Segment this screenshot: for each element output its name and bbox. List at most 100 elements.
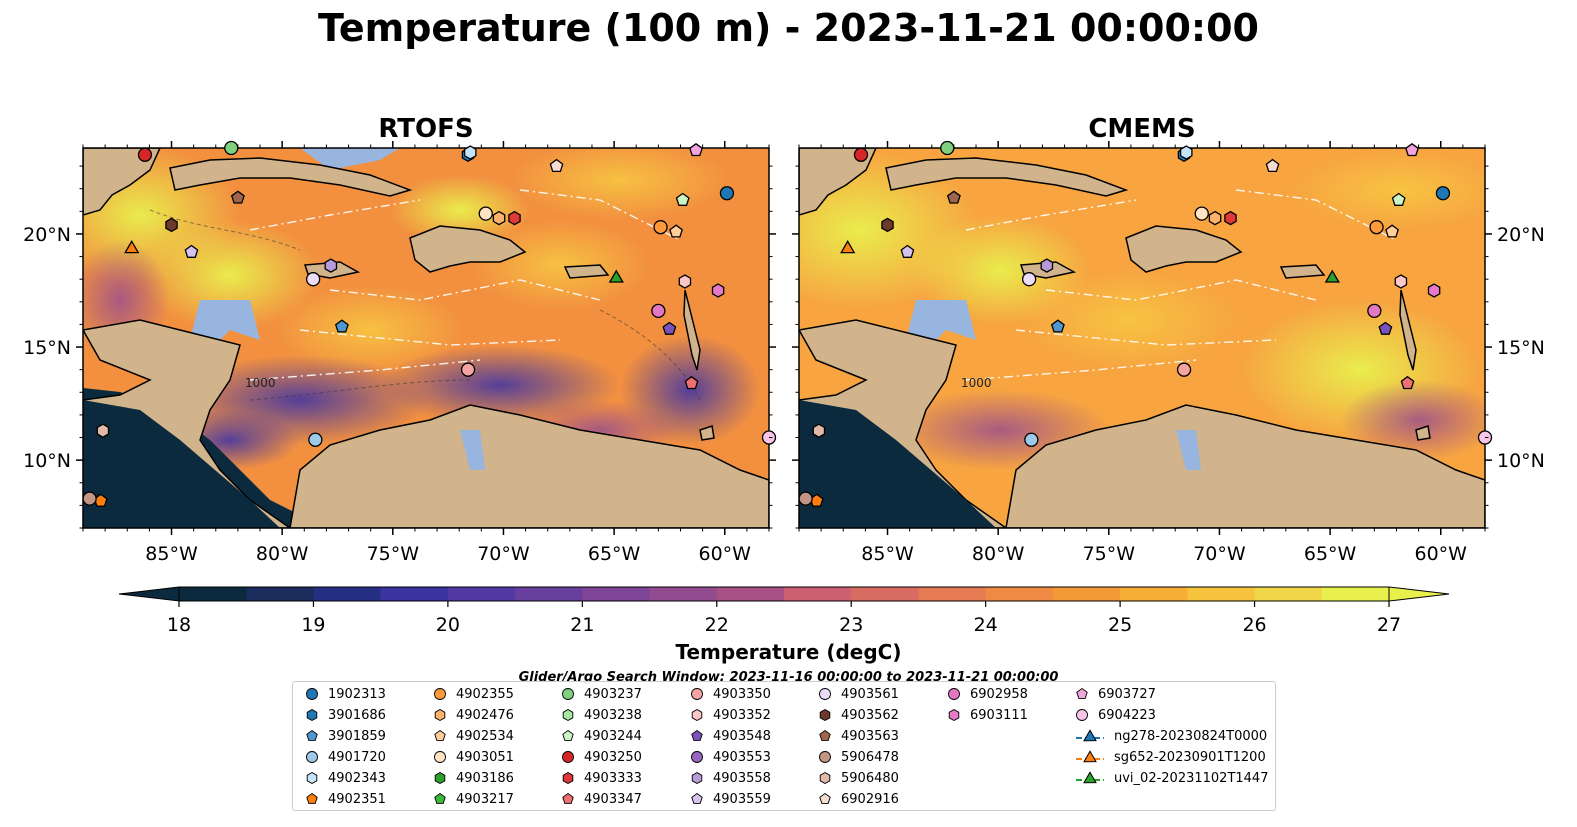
hexagon-icon	[691, 708, 703, 722]
legend-item: 6902916	[818, 789, 899, 809]
legend-label: 4903548	[713, 728, 771, 744]
legend-label: 4902476	[456, 707, 514, 723]
pacific-deep-ocean	[83, 400, 280, 528]
legend-label: 6903111	[970, 707, 1028, 723]
colorbar-tick-label: 26	[1242, 614, 1266, 636]
lake-maracaibo	[1176, 430, 1201, 470]
land-lesser-antilles	[1399, 289, 1417, 371]
circle-icon	[819, 751, 831, 763]
float-marker-4902355	[653, 220, 668, 235]
lake-maracaibo	[460, 430, 485, 470]
warm-anomaly	[275, 285, 465, 375]
land-hispaniola	[1125, 225, 1243, 273]
legend-label: 6904223	[1098, 707, 1156, 723]
pentagon-icon	[562, 792, 574, 804]
float-marker-4903562	[165, 217, 178, 233]
eez-boundaries	[249, 189, 681, 381]
hexagon-icon	[691, 771, 703, 785]
float-marker-4903558	[1040, 258, 1054, 273]
colorbar-tick-label: 19	[301, 614, 325, 636]
legend-item: 3901859	[305, 726, 386, 746]
legend-item: 4903333	[561, 768, 642, 788]
legend-label: 4903244	[584, 728, 642, 744]
lat-tick-label: 15°N	[1497, 337, 1545, 359]
float-marker-6902958	[651, 303, 666, 319]
circle-icon	[562, 688, 574, 700]
circle-icon	[1076, 709, 1088, 721]
float-marker-4903333	[1224, 210, 1237, 226]
pentagon-icon	[434, 792, 446, 804]
legend-item: 4903558	[690, 768, 771, 788]
legend-label: 5906478	[841, 749, 899, 765]
legend-label: 4903559	[713, 791, 771, 807]
float-marker-4903347	[1400, 375, 1415, 390]
colorbar-tick-label: 21	[570, 614, 594, 636]
legend-label: 4903350	[713, 686, 771, 702]
legend-label: 4903217	[456, 791, 514, 807]
map-frame-cmems	[798, 147, 1486, 529]
land-hispaniola	[409, 225, 527, 273]
pentagon-icon	[434, 729, 446, 741]
colorbar-tick-label: 24	[974, 614, 998, 636]
legend-item: 4902351	[305, 789, 386, 809]
lon-tick-label: 85°W	[145, 543, 198, 565]
hexagon-icon	[562, 771, 574, 785]
lat-tick-label: 20°N	[1497, 224, 1545, 246]
float-marker-4903548	[1378, 321, 1393, 335]
land-cuba	[885, 157, 1129, 197]
land-lesser-antilles	[683, 289, 701, 371]
legend-label: 4902534	[456, 728, 514, 744]
legend-item: 4903553	[690, 747, 771, 767]
contour-label: 1000	[245, 376, 276, 390]
float-marker-4903563	[946, 190, 961, 204]
circle-icon	[434, 688, 446, 700]
pentagon-icon	[819, 729, 831, 741]
land-yucatan	[83, 148, 161, 216]
float-marker-6902958	[1367, 303, 1382, 319]
float-marker-uvi_02-20231102T1447	[1324, 269, 1340, 283]
warm-anomaly	[1290, 150, 1485, 230]
contour-label: 1000	[961, 376, 992, 390]
legend-item: 6903111	[947, 705, 1028, 725]
float-markers	[82, 140, 1493, 507]
float-marker-3901859	[334, 319, 349, 333]
panel-title-rtofs: RTOFS	[378, 114, 474, 144]
legend-label: 4903562	[841, 707, 899, 723]
legend-label: sg652-20230901T1200	[1114, 749, 1266, 765]
legend-label: 4903352	[713, 707, 771, 723]
colorbar-tick-label: 27	[1377, 614, 1401, 636]
legend-item: 5906478	[818, 747, 899, 767]
colorbar: 18 19 20 21 22 23 24 25 26 27	[118, 586, 1450, 636]
land-south-america	[289, 404, 769, 528]
figure-title: Temperature (100 m) - 2023-11-21 00:00:0…	[317, 6, 1259, 50]
legend-item: 4903244	[561, 726, 642, 746]
lon-tick-label: 80°W	[972, 543, 1025, 565]
float-marker-4903352	[678, 274, 692, 289]
colorbar-tick-label: 23	[839, 614, 863, 636]
float-marker-4903244	[675, 192, 690, 206]
legend-label: 1902313	[328, 686, 386, 702]
land-trinidad	[699, 425, 715, 441]
hexagon-icon	[434, 708, 446, 722]
float-marker-4903561	[305, 272, 321, 287]
float-marker-4902476	[492, 210, 506, 226]
map-panel-rtofs	[83, 148, 769, 528]
map-axes: 85°W 80°W 75°W 70°W 65°W 60°W 20°N 15°N 10°N 85°W…	[23, 141, 1545, 565]
triangle-line-icon	[1076, 771, 1104, 784]
float-marker-4901720	[308, 432, 323, 447]
legend-label: 3901686	[328, 707, 386, 723]
legend-label: 4903237	[584, 686, 642, 702]
legend-item: 4902476	[433, 705, 514, 725]
float-marker-4902534	[1385, 224, 1399, 238]
legend-item: 4903562	[818, 705, 899, 725]
pentagon-icon	[1076, 687, 1088, 699]
colorbar-tick-label: 20	[436, 614, 460, 636]
legend-label: 4903051	[456, 749, 514, 765]
circle-icon	[691, 751, 703, 763]
float-marker-4903051	[1194, 206, 1209, 221]
legend-label: 6902958	[970, 686, 1028, 702]
float-marker-3901859	[1050, 319, 1065, 333]
legend-label: 6902916	[841, 791, 899, 807]
float-marker-4903559	[900, 244, 915, 258]
warm-anomaly	[1020, 270, 1240, 370]
